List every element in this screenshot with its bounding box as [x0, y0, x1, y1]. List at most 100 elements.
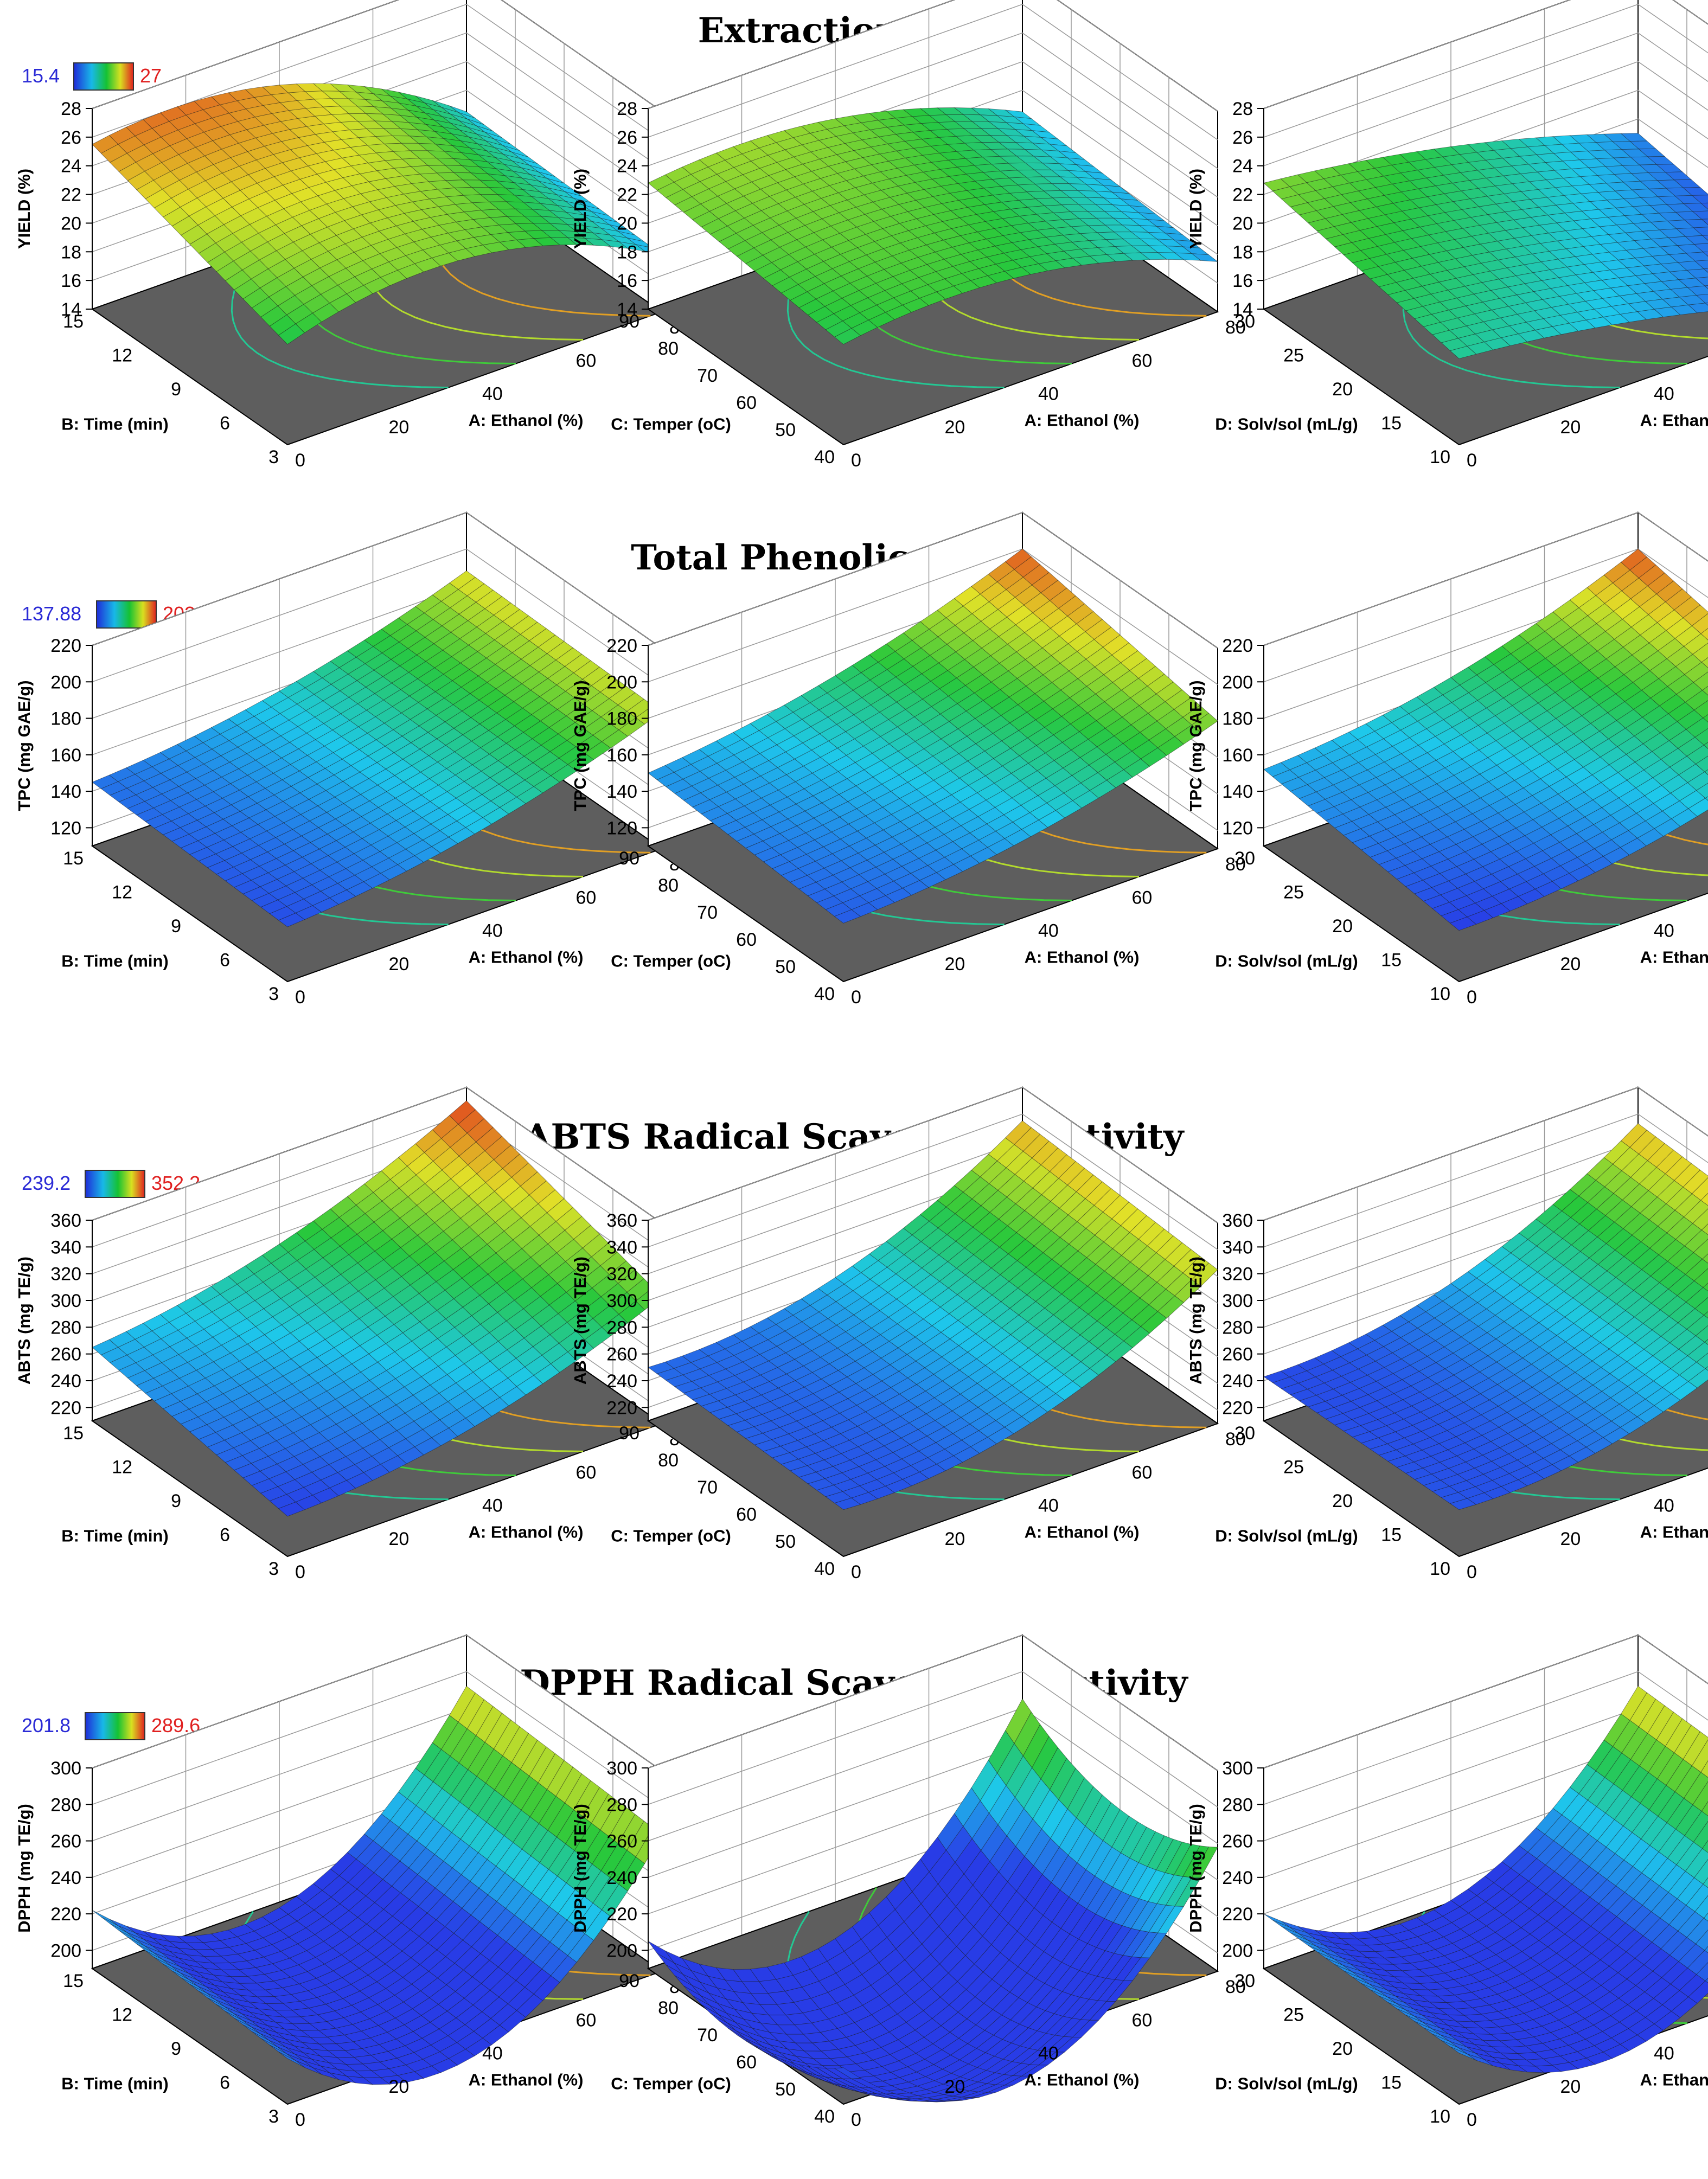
z-tick-label: 220: [50, 636, 81, 656]
z-tick-label: 14: [61, 299, 81, 320]
z-axis-label: ABTS (mg TE/g): [15, 1257, 34, 1385]
wall-gridline: [648, 4, 1218, 140]
floor-contour: [231, 251, 449, 389]
z-tick-label: 14: [617, 299, 637, 320]
legend-high-value: 27: [140, 65, 162, 87]
wall-gridline: [1263, 32, 1708, 166]
x-tick-label: 40: [482, 921, 503, 941]
x-tick-label: 40: [1654, 921, 1674, 941]
z-tick-label: 14: [1232, 299, 1253, 320]
x-axis-label: A: Ethanol (%): [1025, 947, 1140, 966]
z-tick-label: 16: [61, 271, 81, 291]
z-tick-label: 300: [606, 1291, 637, 1311]
z-tick-label: 24: [1232, 156, 1253, 177]
x-tick-label: 0: [1467, 1562, 1477, 1582]
y-axis-label: D: Solv/sol (mL/g): [1215, 415, 1358, 434]
y-tick-label: 9: [171, 379, 181, 400]
z-tick-label: 180: [1222, 709, 1253, 729]
y-tick-label: 80: [658, 875, 679, 896]
x-axis-label: A: Ethanol (%): [1025, 411, 1140, 430]
z-tick-label: 320: [50, 1264, 81, 1285]
z-axis-label: TPC (mg GAE/g): [1186, 680, 1205, 811]
y-axis-label: B: Time (min): [61, 1527, 169, 1546]
z-tick-label: 340: [1222, 1237, 1253, 1258]
response-surface: [648, 548, 1218, 924]
wall-gridline: [92, 548, 662, 685]
z-tick-label: 360: [606, 1210, 637, 1231]
z-tick-label: 120: [1222, 818, 1253, 838]
y-tick-label: 9: [171, 1491, 181, 1511]
surface-patch: [278, 913, 305, 927]
x-tick-label: 40: [1038, 384, 1059, 405]
x-tick-label: 0: [1467, 450, 1477, 471]
legend-color-bar: [85, 1170, 145, 1198]
legend-low-value: 137.88: [22, 603, 81, 625]
y-axis-label: C: Temper (oC): [611, 1527, 731, 1546]
x-tick-label: 20: [1560, 1529, 1581, 1549]
z-tick-label: 16: [617, 271, 637, 291]
z-tick-label: 28: [1232, 99, 1253, 119]
y-tick-label: 12: [112, 1457, 132, 1478]
z-tick-label: 22: [1232, 185, 1253, 206]
z-tick-label: 240: [606, 1371, 637, 1392]
legend-low-value: 15.4: [22, 65, 60, 87]
y-tick-label: 25: [1283, 1457, 1304, 1478]
x-tick-label: 60: [576, 350, 597, 371]
legend-color-bar: [96, 600, 157, 629]
y-tick-label: 10: [1430, 1559, 1450, 1579]
z-tick-label: 26: [61, 127, 81, 148]
x-axis-label: A: Ethanol (%): [1640, 411, 1708, 430]
y-tick-label: 25: [1283, 345, 1304, 366]
y-tick-label: 90: [619, 1423, 639, 1444]
z-tick-label: 340: [50, 1237, 81, 1258]
y-tick-label: 50: [775, 420, 796, 440]
y-tick-label: 40: [814, 984, 835, 1004]
x-tick-label: 0: [295, 450, 305, 471]
y-tick-label: 70: [697, 1477, 718, 1498]
z-tick-label: 18: [61, 242, 81, 262]
y-tick-label: 80: [658, 1450, 679, 1471]
x-tick-label: 40: [1654, 384, 1674, 405]
x-tick-label: 20: [945, 417, 965, 438]
response-surface: [648, 107, 1219, 345]
z-tick-label: 280: [50, 1317, 81, 1338]
z-tick-label: 220: [1222, 1398, 1253, 1418]
y-tick-label: 15: [63, 311, 84, 332]
y-tick-label: 60: [736, 393, 757, 413]
y-tick-label: 90: [619, 311, 639, 332]
y-axis-label: D: Solv/sol (mL/g): [1215, 1527, 1358, 1546]
z-tick-label: 200: [606, 672, 637, 693]
z-tick-label: 220: [606, 636, 637, 656]
x-tick-label: 20: [389, 417, 410, 438]
wall-gridline: [648, 32, 1218, 169]
x-tick-label: 0: [1467, 987, 1477, 1008]
y-tick-label: 30: [1234, 311, 1255, 332]
response-surface: [92, 571, 662, 927]
z-tick-label: 18: [617, 242, 637, 262]
z-tick-label: 24: [617, 156, 637, 177]
y-tick-label: 50: [775, 1531, 796, 1552]
x-tick-label: 0: [851, 987, 861, 1008]
y-axis-label: B: Time (min): [61, 952, 169, 971]
y-tick-label: 60: [736, 930, 757, 950]
x-tick-label: 0: [295, 1562, 305, 1582]
z-tick-label: 160: [1222, 745, 1253, 766]
z-tick-label: 220: [1222, 636, 1253, 656]
y-tick-label: 10: [1430, 984, 1450, 1004]
wall-gridline: [1263, 61, 1708, 195]
z-tick-label: 16: [1232, 271, 1253, 291]
z-tick-label: 280: [606, 1317, 637, 1338]
z-tick-label: 240: [50, 1371, 81, 1392]
y-tick-label: 6: [220, 1525, 230, 1546]
y-tick-label: 50: [775, 957, 796, 977]
z-tick-label: 360: [50, 1210, 81, 1231]
legend-low-value: 201.8: [22, 1714, 71, 1736]
z-tick-label: 22: [617, 185, 637, 206]
